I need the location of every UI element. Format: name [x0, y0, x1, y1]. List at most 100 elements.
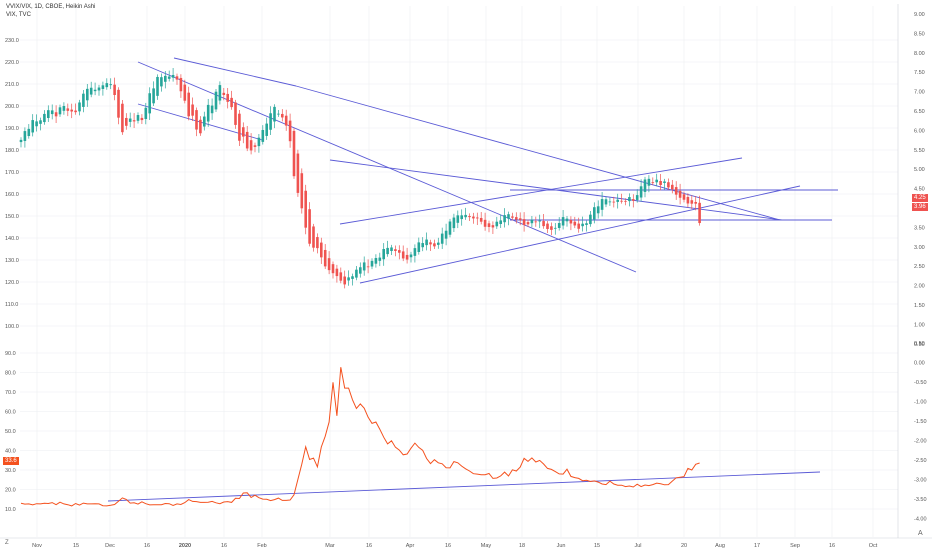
candle-body [253, 145, 257, 147]
candle-body [117, 89, 120, 118]
y-tick-label-left: 170.0 [5, 170, 19, 176]
candle-body [429, 242, 432, 245]
candle-body [596, 206, 600, 214]
candle-body [557, 223, 561, 228]
candle-body [355, 269, 358, 278]
candle-body [635, 195, 639, 200]
candle-body [639, 186, 643, 198]
candle-body [565, 218, 569, 222]
y-tick-label-right: -3.50 [914, 497, 927, 503]
candle-body [78, 102, 81, 112]
candle-body [269, 113, 272, 130]
candle-body [230, 97, 233, 108]
x-tick-label: 16 [221, 543, 227, 549]
candle-body [600, 199, 604, 210]
candle-body [589, 214, 592, 225]
ratio-high-badge: 4.25 [912, 194, 928, 202]
candle-body [628, 197, 631, 202]
y-tick-label-left: 60.0 [5, 410, 16, 416]
candle-body [612, 201, 616, 203]
candle-body [347, 277, 350, 281]
candle-body [370, 260, 374, 267]
candle-body [171, 74, 175, 78]
y-tick-label-right: 8.50 [914, 31, 925, 37]
candle-body [62, 106, 66, 111]
candle-body [542, 221, 545, 227]
grid [20, 6, 898, 537]
candle-body [156, 76, 159, 96]
y-tick-label-left: 220.0 [5, 60, 19, 66]
candle-body [58, 107, 62, 115]
x-tick-label: Feb [257, 543, 266, 549]
candle-body [671, 184, 674, 190]
x-tick-label: 17 [754, 543, 760, 549]
timezone-icon[interactable]: Z [5, 540, 9, 546]
candle-body [144, 107, 148, 119]
candle-body [132, 120, 136, 122]
candle-body [604, 199, 608, 205]
y-tick-label-left: 10.0 [5, 507, 16, 513]
y-tick-label-right: 2.00 [914, 284, 925, 290]
candle-body [109, 84, 112, 86]
y-tick-label-right: 8.00 [914, 51, 925, 57]
candle-body [191, 104, 194, 116]
x-tick-label: Oct [869, 543, 878, 549]
candle-body [526, 222, 530, 225]
candle-body [113, 84, 116, 95]
candle-body [323, 249, 327, 267]
x-tick-label: 2020 [179, 543, 191, 549]
candle-body [444, 230, 448, 239]
y-tick-label-right: 0.50 [914, 342, 925, 348]
candle-body [511, 216, 514, 218]
y-tick-label-right: 1.00 [914, 322, 925, 328]
vix-line [20, 367, 700, 507]
candle-body [39, 120, 42, 124]
y-tick-label-left: 230.0 [5, 38, 19, 44]
candle-body [425, 239, 428, 246]
y-tick-label-left: 30.0 [5, 468, 16, 474]
y-tick-label-left: 200.0 [5, 104, 19, 110]
candle-body [390, 247, 393, 252]
y-tick-label-left: 150.0 [5, 214, 19, 220]
y-tick-label-right: -0.50 [914, 380, 927, 386]
x-tick-label: Mar [325, 543, 335, 549]
candle-body [503, 215, 506, 223]
y-tick-label-right: 5.00 [914, 167, 925, 173]
x-tick-label: May [481, 543, 492, 549]
candle-body [47, 110, 50, 118]
candle-body [362, 262, 366, 271]
y-tick-label-left: 210.0 [5, 82, 19, 88]
candle-body [54, 112, 58, 117]
chart-title: VVIX/VIX, 1D, CBOE, Heikin Ashi [6, 4, 96, 10]
candle-body [89, 87, 93, 95]
candle-body [125, 117, 128, 126]
candle-body [561, 217, 565, 226]
candle-body [409, 254, 413, 258]
candle-body [359, 267, 362, 274]
candle-body [659, 180, 662, 185]
candle-body [464, 214, 467, 218]
candle-body [203, 116, 206, 127]
candle-body [206, 104, 210, 122]
candle-body [663, 181, 666, 183]
auto-scale-button[interactable]: A [918, 530, 923, 537]
candle-body [327, 258, 331, 271]
candle-body [121, 103, 124, 133]
candle-body [538, 220, 541, 222]
x-tick-label: Jun [557, 543, 566, 549]
candle-body [585, 223, 588, 225]
candle-body [456, 215, 460, 223]
candle-body [534, 221, 538, 223]
candle-body [284, 115, 288, 126]
trend-line [107, 471, 821, 502]
candle-body [210, 105, 214, 114]
candle-body [499, 220, 502, 225]
candle-body [183, 84, 187, 101]
candle-body [167, 76, 171, 79]
candle-body [242, 127, 245, 137]
x-tick-label: Aug [715, 543, 725, 549]
candle-body [160, 77, 163, 87]
candle-body [308, 209, 311, 244]
candle-body [43, 113, 46, 123]
